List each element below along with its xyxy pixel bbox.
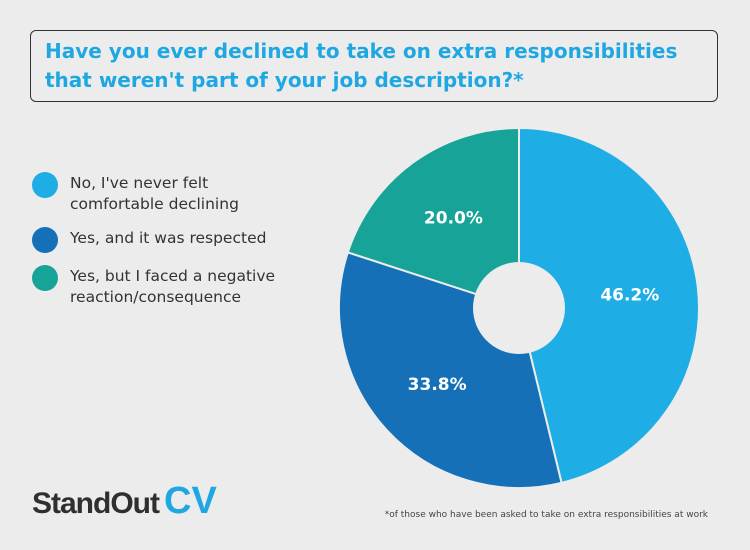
- brand-logo: StandOut CV: [32, 480, 217, 523]
- title-box: Have you ever declined to take on extra …: [30, 30, 718, 102]
- slice-label: 33.8%: [408, 375, 467, 395]
- legend-swatch: [32, 172, 58, 198]
- legend-item: Yes, and it was respected: [32, 227, 332, 253]
- legend-swatch: [32, 227, 58, 253]
- legend-label: Yes, and it was respected: [70, 229, 267, 247]
- legend: No, I've never felt comfortable declinin…: [32, 172, 332, 308]
- brand-suffix: CV: [164, 480, 217, 522]
- footnote: *of those who have been asked to take on…: [384, 510, 708, 520]
- pie-slice: [346, 126, 520, 310]
- legend-item: Yes, but I faced a negative reaction/con…: [32, 265, 332, 308]
- slice-label: 20.0%: [424, 209, 483, 229]
- brand-name: StandOut: [32, 487, 160, 520]
- slice-label: 46.2%: [600, 286, 659, 306]
- legend-swatch: [32, 265, 58, 291]
- chart-title: Have you ever declined to take on extra …: [45, 39, 678, 92]
- legend-label: Yes, but I faced a negative reaction/con…: [70, 267, 276, 306]
- pie-slice: [518, 126, 700, 485]
- legend-label: No, I've never felt comfortable declinin…: [70, 174, 239, 213]
- donut-hole: [473, 262, 565, 354]
- legend-item: No, I've never felt comfortable declinin…: [32, 172, 332, 215]
